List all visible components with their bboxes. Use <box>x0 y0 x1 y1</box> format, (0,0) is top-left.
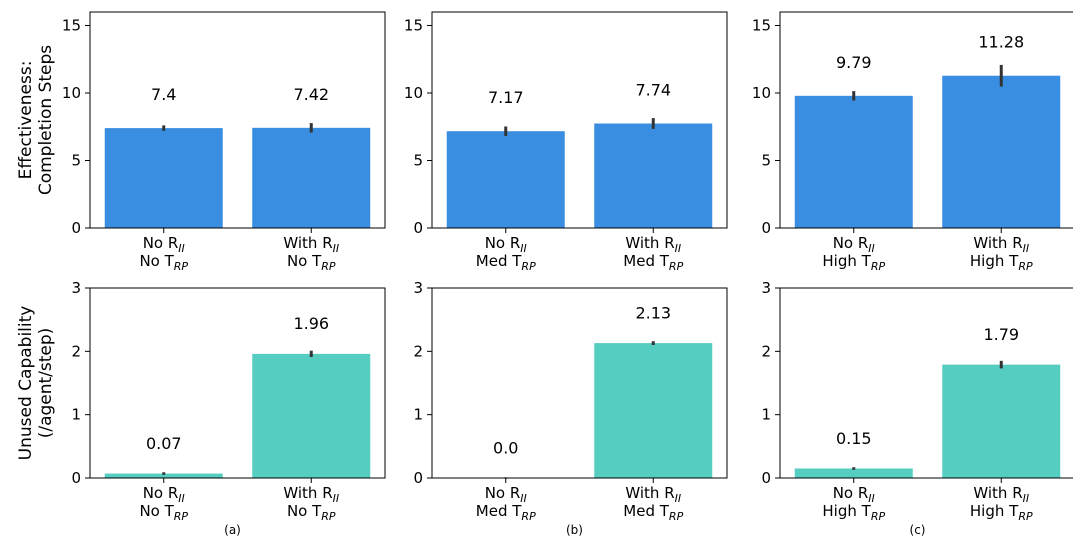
y-tick-label: 1 <box>71 406 81 424</box>
data-label: 1.79 <box>983 325 1019 344</box>
data-label: 7.74 <box>635 80 671 99</box>
x-tick-label-line2: High TRP <box>822 252 885 273</box>
bar <box>594 343 713 478</box>
y-tick-label: 1 <box>413 406 423 424</box>
y-tick-label: 0 <box>413 469 423 487</box>
axes-frame <box>779 11 1073 229</box>
x-tick-label-line1: With RII <box>283 484 339 505</box>
x-tick-label-line1: No RII <box>143 234 185 255</box>
y-tick-label: 3 <box>761 279 771 297</box>
panel-label: (c) <box>910 523 926 537</box>
y-tick-label: 0 <box>71 219 81 237</box>
data-label: 1.96 <box>293 314 329 333</box>
data-label: 11.28 <box>978 33 1024 52</box>
data-label: 7.17 <box>488 88 524 107</box>
data-label: 0.0 <box>493 438 518 457</box>
x-tick-label-line2: Med TRP <box>623 252 683 273</box>
y-tick-label: 2 <box>71 342 81 360</box>
x-tick-label-line1: No RII <box>485 234 527 255</box>
x-tick-label-line2: No TRP <box>287 502 336 523</box>
y-tick-label: 5 <box>413 152 423 170</box>
y-tick-label: 5 <box>761 152 771 170</box>
x-tick-label-line1: With RII <box>283 234 339 255</box>
y-axis-label: Unused Capability(/agent/step) <box>16 306 56 461</box>
bar <box>594 123 713 228</box>
bar <box>794 95 913 229</box>
x-tick-label-line2: Med TRP <box>476 502 536 523</box>
axes-frame <box>89 11 386 229</box>
x-tick-label-line1: No RII <box>485 484 527 505</box>
y-tick-label: 0 <box>71 469 81 487</box>
axes-frame <box>431 287 728 479</box>
x-tick-label-line1: No RII <box>833 484 875 505</box>
y-tick-label: 1 <box>761 406 771 424</box>
x-tick-label-line2: No TRP <box>139 502 188 523</box>
x-tick-label-line1: With RII <box>625 484 681 505</box>
x-tick-label-line2: High TRP <box>970 502 1033 523</box>
bar <box>104 473 223 478</box>
y-tick-label: 10 <box>62 84 81 102</box>
axes-frame <box>89 287 386 479</box>
x-tick-label-line2: Med TRP <box>476 252 536 273</box>
bar <box>794 468 913 478</box>
bar <box>942 364 1061 478</box>
panel-label: (a) <box>224 523 241 537</box>
bar <box>446 131 565 228</box>
x-tick-label-line2: High TRP <box>970 252 1033 273</box>
data-label: 2.13 <box>635 303 671 322</box>
x-tick-label-line1: No RII <box>833 234 875 255</box>
panel-label: (b) <box>566 523 583 537</box>
y-tick-label: 0 <box>761 469 771 487</box>
y-tick-label: 15 <box>62 17 81 35</box>
x-tick-label-line1: With RII <box>973 484 1029 505</box>
x-tick-label-line2: No TRP <box>139 252 188 273</box>
data-label: 7.42 <box>293 85 329 104</box>
y-tick-label: 15 <box>404 17 423 35</box>
x-tick-label-line1: With RII <box>625 234 681 255</box>
x-tick-label-line2: No TRP <box>287 252 336 273</box>
y-tick-label: 0 <box>413 219 423 237</box>
bar <box>104 128 223 228</box>
x-tick-label-line2: Med TRP <box>623 502 683 523</box>
bar <box>942 75 1061 228</box>
y-tick-label: 0 <box>761 219 771 237</box>
y-tick-label: 3 <box>413 279 423 297</box>
y-tick-label: 5 <box>71 152 81 170</box>
bar <box>252 127 371 228</box>
x-tick-label-line1: With RII <box>973 234 1029 255</box>
y-tick-label: 2 <box>413 342 423 360</box>
data-label: 9.79 <box>836 53 872 72</box>
y-tick-label: 10 <box>752 84 771 102</box>
x-tick-label-line2: High TRP <box>822 502 885 523</box>
axes-frame <box>431 11 728 229</box>
y-tick-label: 3 <box>71 279 81 297</box>
y-tick-label: 15 <box>752 17 771 35</box>
data-label: 7.4 <box>151 85 176 104</box>
axes-frame <box>779 287 1073 479</box>
y-tick-label: 2 <box>761 342 771 360</box>
data-label: 0.15 <box>836 429 872 448</box>
bar <box>252 353 371 478</box>
y-tick-label: 10 <box>404 84 423 102</box>
x-tick-label-line1: No RII <box>143 484 185 505</box>
y-axis-label: Effectiveness:Completion Steps <box>16 45 56 195</box>
data-label: 0.07 <box>146 434 182 453</box>
